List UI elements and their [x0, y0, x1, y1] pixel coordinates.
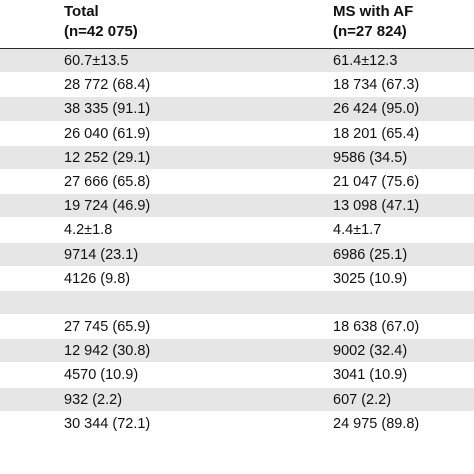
column-title-ms-with-af: MS with AF: [333, 3, 414, 20]
table-row: 12 252 (29.1) 9586 (34.5): [0, 145, 474, 170]
cell-ms-with-af: 18 734 (67.3): [333, 77, 420, 94]
table-row: [0, 290, 474, 316]
cell-total: 932 (2.2): [64, 391, 123, 408]
column-count-total: (n=42 075): [64, 23, 138, 40]
cell-ms-with-af: 26 424 (95.0): [333, 101, 420, 118]
table-row: 27 745 (65.9) 18 638 (67.0): [0, 315, 474, 340]
cell-total: 4.2±1.8: [64, 222, 113, 239]
column-title-total: Total: [64, 3, 99, 20]
table-row: 26 040 (61.9) 18 201 (65.4): [0, 121, 474, 146]
cell-ms-with-af: 18 638 (67.0): [333, 319, 420, 336]
cell-total: 27 666 (65.8): [64, 173, 151, 190]
cell-total: 19 724 (46.9): [64, 198, 151, 215]
cell-total: 12 252 (29.1): [64, 149, 151, 166]
cell-total: 9714 (23.1): [64, 246, 139, 263]
column-count-ms-with-af: (n=27 824): [333, 23, 407, 40]
cell-ms-with-af: 9002 (32.4): [333, 343, 408, 360]
table-row: 27 666 (65.8) 21 047 (75.6): [0, 169, 474, 195]
cell-ms-with-af: 9586 (34.5): [333, 149, 408, 166]
cell-ms-with-af: 13 098 (47.1): [333, 198, 420, 215]
cell-total: 27 745 (65.9): [64, 319, 151, 336]
table-row: 30 344 (72.1) 24 975 (89.8): [0, 411, 474, 436]
table-row: 4570 (10.9) 3041 (10.9): [0, 363, 474, 388]
cell-total: 60.7±13.5: [64, 53, 129, 69]
cell-total: 38 335 (91.1): [64, 101, 151, 118]
table-row: 9714 (23.1) 6986 (25.1): [0, 242, 474, 267]
cell-ms-with-af: 607 (2.2): [333, 391, 392, 408]
cell-ms-with-af: 18 201 (65.4): [333, 125, 420, 142]
cell-ms-with-af: 61.4±12.3: [333, 53, 398, 69]
table-row: 4126 (9.8) 3025 (10.9): [0, 266, 474, 291]
cell-total: 28 772 (68.4): [64, 77, 151, 94]
cell-total: 30 344 (72.1): [64, 415, 151, 432]
table-row: 19 724 (46.9) 13 098 (47.1): [0, 194, 474, 219]
cell-ms-with-af: 21 047 (75.6): [333, 173, 420, 190]
table-row: 12 942 (30.8) 9002 (32.4): [0, 339, 474, 364]
table-header: Total (n=42 075) MS with AF (n=27 824): [0, 0, 474, 49]
table-body: 60.7±13.5 61.4±12.3 28 772 (68.4) 18 734 (6…: [0, 49, 474, 436]
table-row: 4.2±1.8 4.4±1.7: [0, 218, 474, 243]
table-row: 60.7±13.5 61.4±12.3: [0, 49, 474, 74]
cell-ms-with-af: 24 975 (89.8): [333, 415, 420, 432]
column-header-total: Total (n=42 075): [64, 2, 138, 42]
cell-ms-with-af: 4.4±1.7: [333, 222, 382, 239]
table-row: 932 (2.2) 607 (2.2): [0, 387, 474, 412]
table-row: 28 772 (68.4) 18 734 (67.3): [0, 73, 474, 98]
cell-total: 4570 (10.9): [64, 367, 139, 384]
cell-ms-with-af: 3041 (10.9): [333, 367, 408, 384]
cell-total: 26 040 (61.9): [64, 125, 151, 142]
cell-ms-with-af: 3025 (10.9): [333, 270, 408, 287]
table-row: 38 335 (91.1) 26 424 (95.0): [0, 97, 474, 122]
cell-ms-with-af: 6986 (25.1): [333, 246, 408, 263]
cell-total: 4126 (9.8): [64, 270, 131, 287]
cell-total: 12 942 (30.8): [64, 343, 151, 360]
column-header-ms-with-af: MS with AF (n=27 824): [333, 2, 413, 42]
